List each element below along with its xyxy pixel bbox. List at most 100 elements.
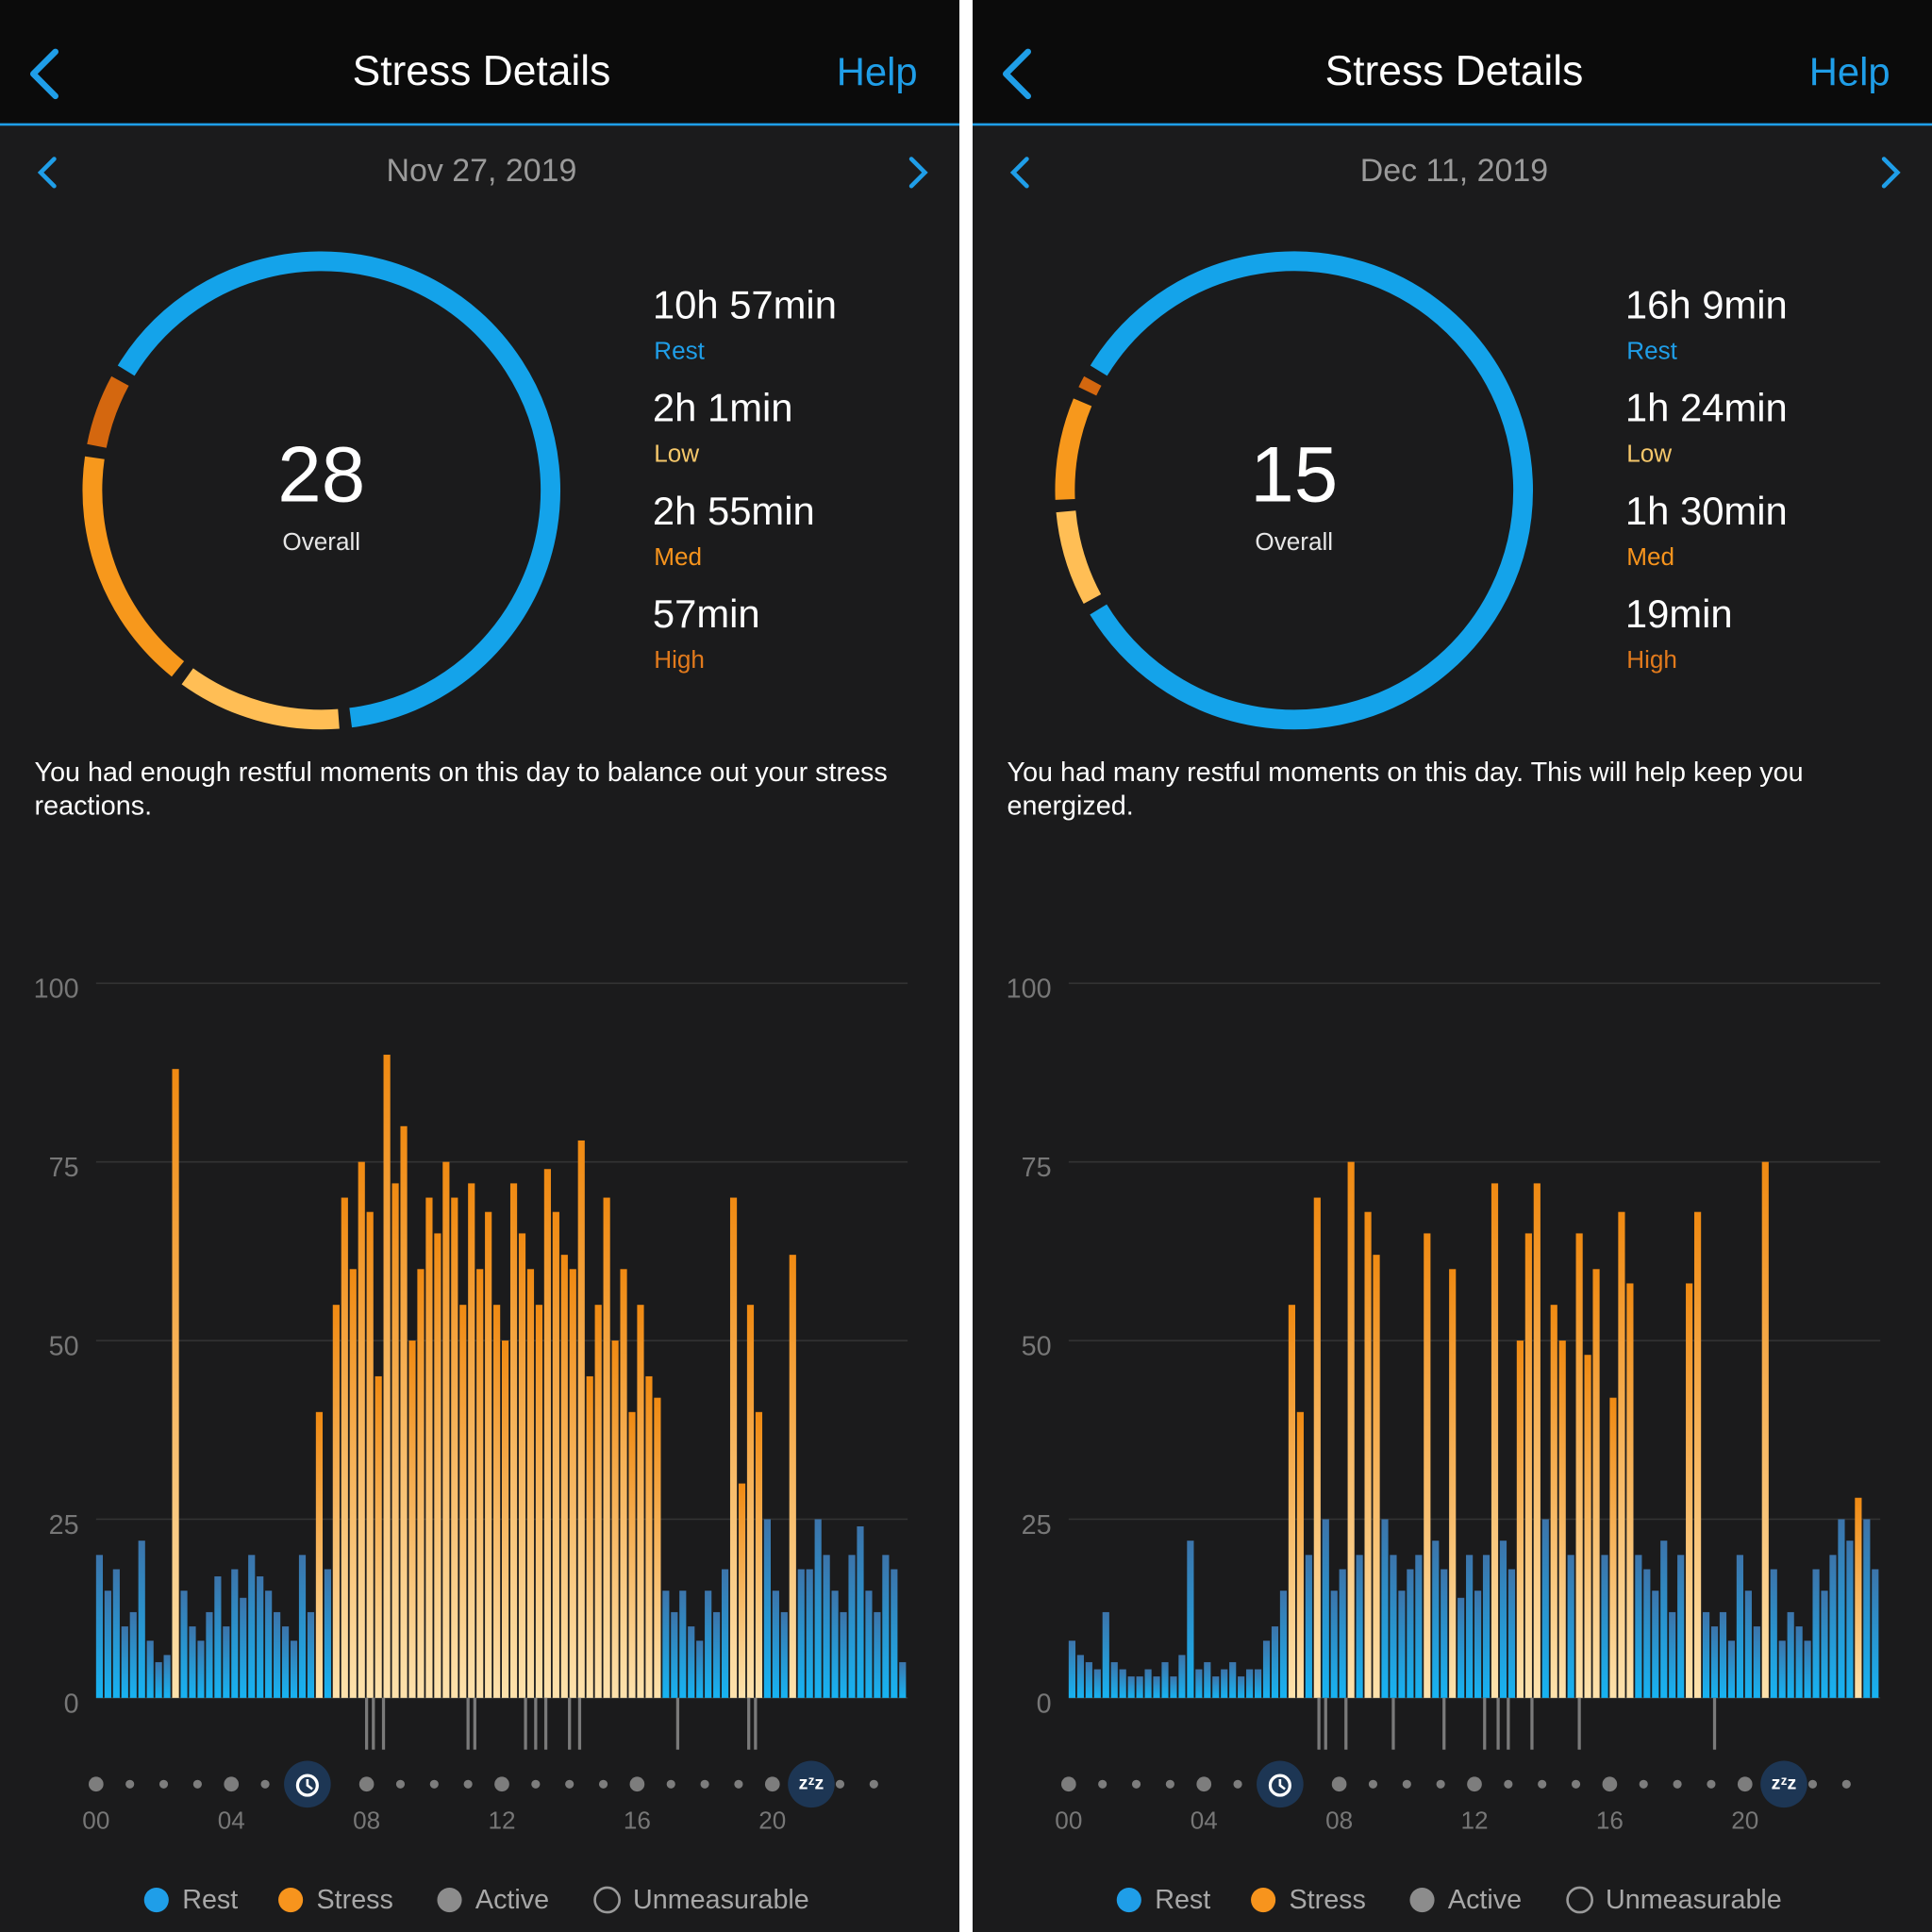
back-button[interactable] xyxy=(29,48,59,100)
bar xyxy=(172,1069,179,1698)
hour-dot xyxy=(1673,1779,1682,1789)
bar xyxy=(349,1269,357,1698)
bar xyxy=(1812,1569,1820,1698)
bar xyxy=(1178,1655,1186,1698)
bar xyxy=(298,1555,307,1698)
bar xyxy=(1271,1626,1279,1698)
bar xyxy=(1855,1497,1862,1698)
legend-swatch xyxy=(143,1887,169,1913)
hour-dot xyxy=(395,1779,406,1789)
bar xyxy=(1466,1555,1474,1698)
hour-dot xyxy=(1165,1779,1174,1789)
bar xyxy=(1592,1269,1600,1698)
bar xyxy=(806,1569,813,1698)
y-tick-label: 25 xyxy=(1022,1510,1052,1541)
overall-score: 28 xyxy=(277,429,365,518)
bar xyxy=(738,1483,746,1698)
ring-segment xyxy=(1078,375,1102,396)
x-tick-label: 04 xyxy=(218,1807,245,1835)
message-box: You had enough restful moments on this d… xyxy=(35,757,888,821)
bar xyxy=(848,1555,856,1698)
bar xyxy=(231,1569,239,1698)
bar xyxy=(1330,1591,1338,1698)
bar xyxy=(1575,1233,1583,1698)
bar xyxy=(1322,1519,1329,1698)
bar xyxy=(1558,1341,1566,1698)
bar xyxy=(1262,1641,1271,1698)
hour-dot xyxy=(358,1776,375,1792)
legend-label: Stress xyxy=(1290,1885,1366,1915)
legend-swatch xyxy=(1251,1887,1276,1913)
hour-dot xyxy=(1098,1779,1108,1789)
date: Nov 27, 2019 xyxy=(387,153,577,189)
bar xyxy=(1254,1669,1262,1698)
stat-value: 10h 57min xyxy=(653,283,837,327)
bar xyxy=(1863,1519,1871,1698)
bar xyxy=(206,1611,213,1698)
x-tick-label: 04 xyxy=(1191,1807,1218,1835)
hour-dot xyxy=(1467,1776,1482,1792)
next-day[interactable] xyxy=(1881,157,1901,189)
legend-label: Unmeasurable xyxy=(633,1885,809,1915)
sleep-icon xyxy=(788,1760,835,1808)
bar xyxy=(628,1411,636,1698)
wake-icon-clock xyxy=(295,1774,319,1797)
bar xyxy=(223,1626,230,1698)
bar xyxy=(1643,1569,1651,1698)
bar xyxy=(1533,1183,1541,1698)
bar xyxy=(577,1140,585,1698)
bar xyxy=(696,1641,704,1698)
help-button[interactable]: Help xyxy=(837,50,918,94)
next-day[interactable] xyxy=(908,157,928,189)
bar xyxy=(1652,1591,1659,1698)
bar xyxy=(1195,1669,1203,1698)
help-button[interactable]: Help xyxy=(1809,50,1890,94)
legend-label: Active xyxy=(475,1885,549,1915)
bar xyxy=(1524,1233,1532,1698)
header-bar xyxy=(973,0,1932,124)
bar xyxy=(1170,1676,1177,1698)
bar xyxy=(383,1055,391,1698)
hour-dot xyxy=(1707,1779,1716,1789)
bar xyxy=(1482,1555,1491,1698)
bar xyxy=(1736,1555,1743,1698)
sleep-icon-text: zᶻz xyxy=(799,1773,824,1793)
screen: Stress Details Help Dec 11, 2019 16h 9min Re… xyxy=(973,0,1932,1932)
bar xyxy=(501,1341,509,1698)
bar xyxy=(459,1305,467,1698)
bar xyxy=(189,1626,196,1698)
prev-day[interactable] xyxy=(37,157,57,189)
bar xyxy=(1153,1676,1160,1698)
bar xyxy=(1296,1411,1304,1698)
overall-label: Overall xyxy=(1255,527,1333,556)
bar xyxy=(662,1591,670,1698)
prev-day[interactable] xyxy=(1009,157,1029,189)
back-button[interactable] xyxy=(1002,48,1032,100)
ring-segment xyxy=(1090,251,1534,730)
bar xyxy=(1415,1555,1423,1698)
legend-swatch xyxy=(437,1887,462,1913)
bar xyxy=(1753,1626,1760,1698)
stat-label: High xyxy=(1626,645,1677,674)
bar xyxy=(290,1641,298,1698)
bar xyxy=(780,1611,788,1698)
header-bar xyxy=(0,0,959,124)
bar xyxy=(1474,1591,1482,1698)
bar xyxy=(1364,1211,1372,1698)
bar xyxy=(1770,1569,1777,1698)
hour-dot xyxy=(494,1776,509,1792)
bar xyxy=(603,1197,610,1698)
bar xyxy=(865,1591,873,1698)
bar xyxy=(1136,1676,1143,1698)
bar xyxy=(831,1591,839,1698)
message: You had many restful moments on this day… xyxy=(1007,756,1804,821)
y-tick-label: 0 xyxy=(64,1689,79,1719)
bar xyxy=(1626,1283,1634,1698)
stat-value: 57min xyxy=(653,591,760,636)
ring-segment xyxy=(1055,398,1092,500)
legend-label: Rest xyxy=(182,1885,238,1915)
hour-dot xyxy=(1402,1779,1411,1789)
stat-label: Rest xyxy=(1626,336,1677,364)
y-tick-label: 50 xyxy=(1022,1331,1052,1361)
bar xyxy=(1516,1341,1524,1698)
